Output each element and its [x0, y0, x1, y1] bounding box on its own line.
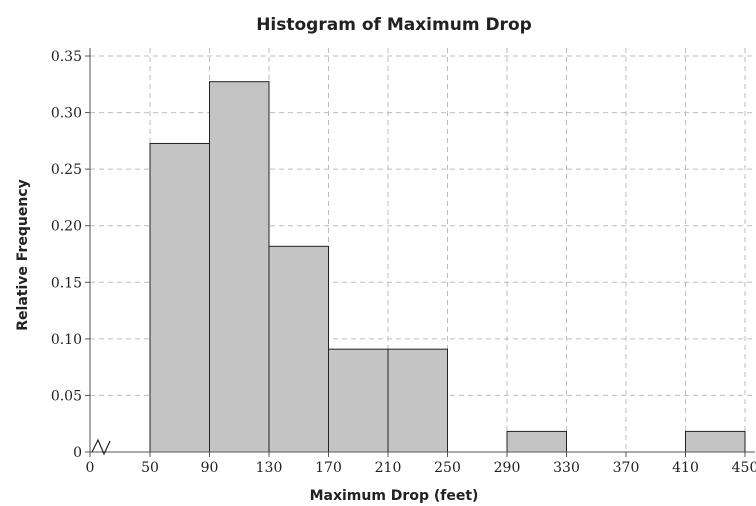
bars — [149, 81, 746, 453]
x-axis-break-mark — [91, 438, 111, 456]
y-tick-label-1: 0.05 — [51, 388, 82, 404]
bar-90-130 — [209, 81, 270, 453]
chart-title: Histogram of Maximum Drop — [256, 15, 532, 35]
y-tick-label-5: 0.25 — [51, 162, 82, 178]
y-tick-label-2: 0.10 — [51, 332, 82, 348]
bar-290-330 — [506, 430, 567, 453]
x-tick-label-9: 370 — [613, 460, 640, 476]
tick-labels: 0 0.05 0.10 0.15 0.20 0.25 0.30 0.35 0 50 90 130 170… — [51, 49, 756, 476]
x-tick-label-11: 450 — [732, 460, 756, 476]
y-axis-label: Relative Frequency — [15, 179, 31, 330]
axes — [85, 48, 755, 457]
x-tick-label-1: 50 — [141, 460, 159, 476]
x-tick-label-10: 410 — [672, 460, 699, 476]
x-tick-label-4: 170 — [315, 460, 342, 476]
x-tick-label-2: 90 — [201, 460, 219, 476]
x-tick-label-7: 290 — [494, 460, 521, 476]
y-tick-label-4: 0.20 — [51, 219, 82, 235]
y-tick-label-7: 0.35 — [51, 49, 82, 65]
y-tick-label-3: 0.15 — [51, 275, 82, 291]
x-axis-label: Maximum Drop (feet) — [310, 488, 479, 504]
bar-130-170 — [268, 245, 329, 453]
y-tick-label-0: 0 — [73, 445, 82, 461]
bar-410-450 — [685, 430, 746, 453]
x-tick-label-3: 130 — [256, 460, 283, 476]
x-tick-label-8: 330 — [553, 460, 580, 476]
x-tick-label-5: 210 — [375, 460, 402, 476]
y-tick-label-6: 0.30 — [51, 106, 82, 122]
bar-170-210 — [328, 348, 389, 453]
bar-210-250 — [387, 348, 448, 453]
bar-50-90 — [149, 142, 210, 453]
x-tick-label-0: 0 — [86, 460, 95, 476]
x-tick-label-6: 250 — [434, 460, 461, 476]
